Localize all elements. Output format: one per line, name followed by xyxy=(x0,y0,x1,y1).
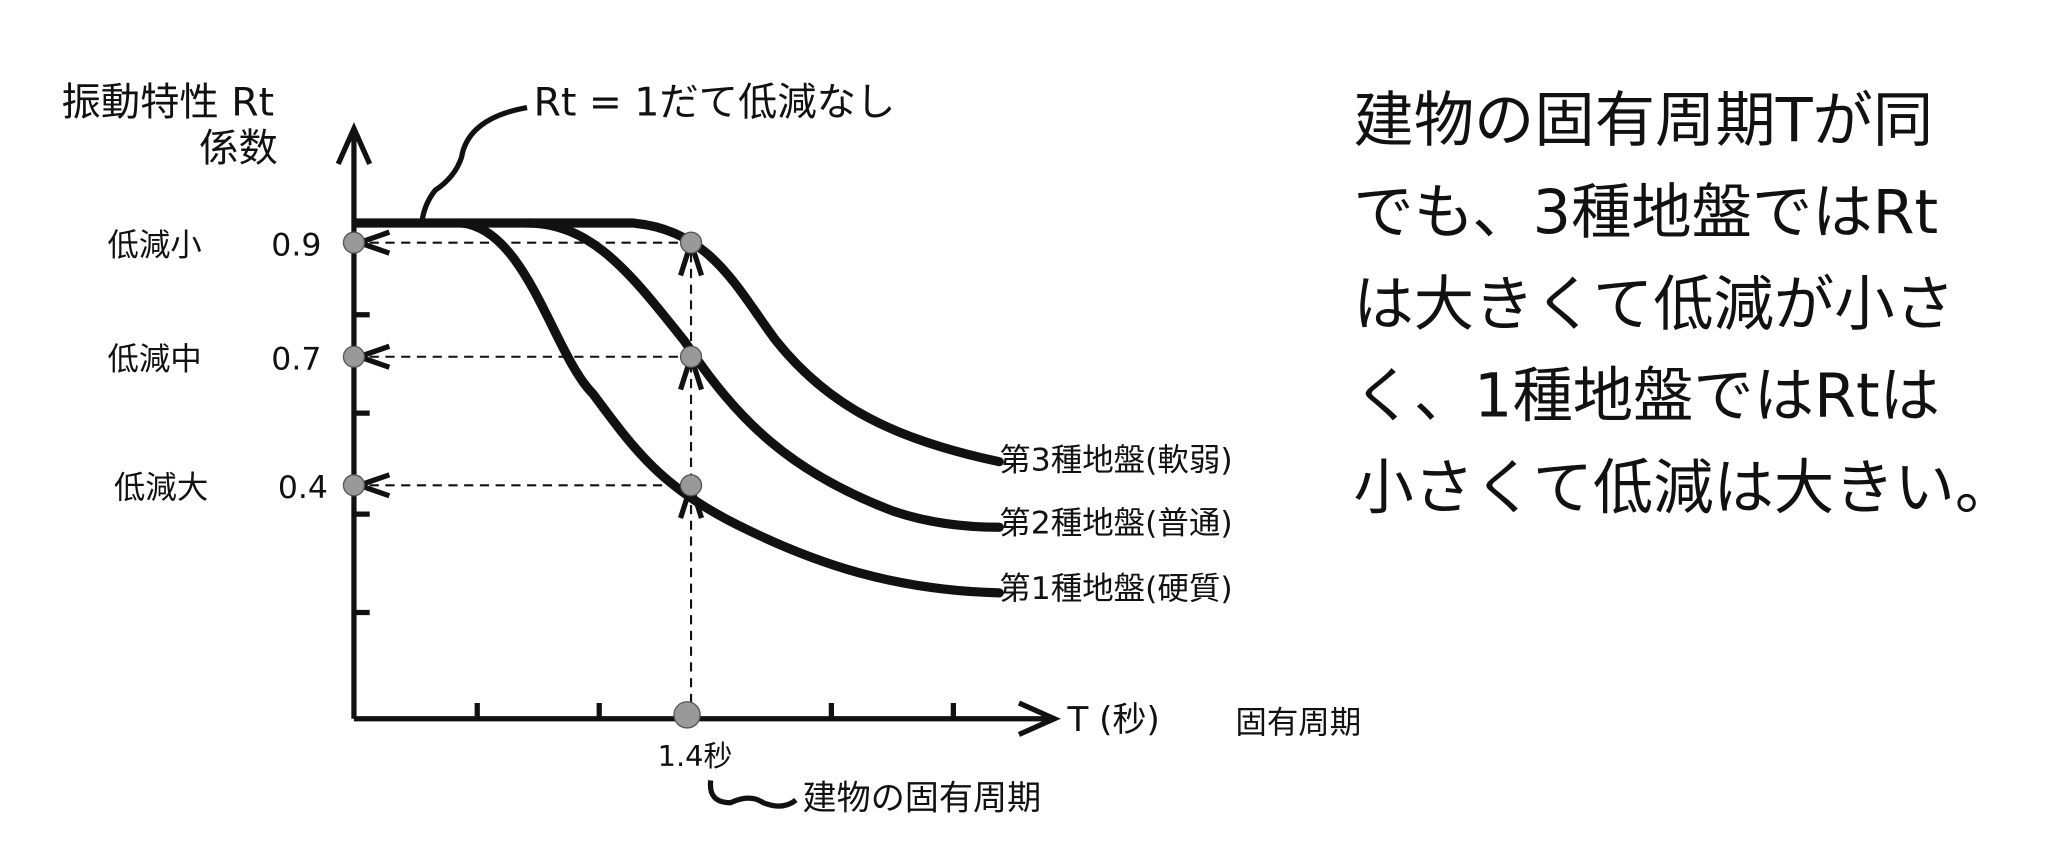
guide xyxy=(353,241,693,719)
explanation-line: 小さくて低減は大きい。 xyxy=(1353,453,2015,523)
tick xyxy=(353,312,956,719)
explanation-line: く、1種地盤ではRtは xyxy=(1353,362,1940,432)
x-title: T (秒) xyxy=(1066,700,1159,740)
curve-label: 第2種地盤(普通) xyxy=(999,506,1232,542)
curve-3 xyxy=(522,218,1004,467)
explanation-line: 建物の固有周期Tが同 xyxy=(1353,86,1933,156)
level-value: 0.4 xyxy=(278,470,328,506)
y-title: 振動特性 Rt xyxy=(61,79,274,125)
curve-2 xyxy=(456,218,1004,532)
level-label: 低減中 xyxy=(107,342,201,378)
level-label: 低減小 xyxy=(107,228,201,264)
explanation-line: でも、3種地盤ではRt xyxy=(1353,178,1938,248)
y-axis xyxy=(335,122,373,719)
x-axis xyxy=(353,700,1061,737)
curve-label: 第3種地盤(軟弱) xyxy=(999,443,1232,479)
period-value: 1.4秒 xyxy=(658,739,733,773)
annotation: 建物の固有周期 xyxy=(803,779,1042,819)
curve-1 xyxy=(351,218,1004,598)
annotation: Rt = 1だて低減なし xyxy=(534,79,896,125)
level-value: 0.9 xyxy=(271,228,321,264)
leader xyxy=(419,104,528,221)
leader xyxy=(707,780,798,809)
x-note: 固有周期 xyxy=(1235,705,1361,741)
explanation-line: は大きくて低減が小さ xyxy=(1353,270,1954,340)
marker xyxy=(342,231,703,729)
curve-label: 第1種地盤(硬質) xyxy=(999,571,1232,607)
level-label: 低減大 xyxy=(114,470,208,506)
level-value: 0.7 xyxy=(271,342,321,378)
y-title: 係数 xyxy=(199,125,278,171)
explanation: 建物の固有周期Tが同 でも、3種地盤ではRt は大きくて低減が小さ く、1種地盤… xyxy=(1353,86,2015,523)
